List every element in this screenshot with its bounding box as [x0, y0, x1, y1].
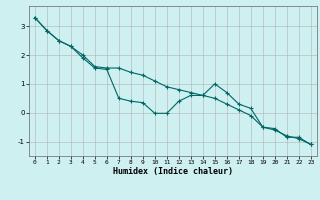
X-axis label: Humidex (Indice chaleur): Humidex (Indice chaleur) — [113, 167, 233, 176]
